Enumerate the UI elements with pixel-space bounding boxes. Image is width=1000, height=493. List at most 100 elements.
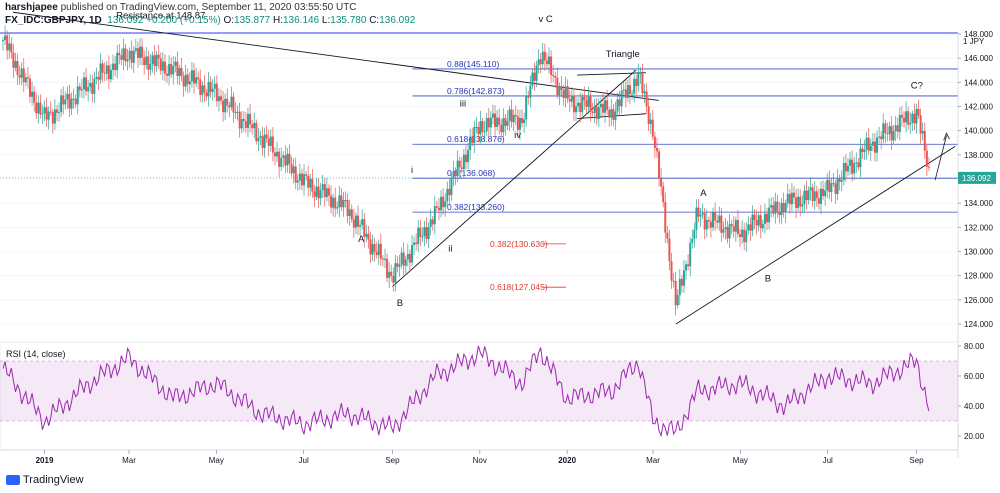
candle-body [377, 243, 380, 256]
fib-level-label: 0.786(142.873) [447, 86, 505, 96]
candle-body [386, 258, 389, 278]
candle-body [6, 35, 9, 51]
candle-body [846, 165, 849, 172]
candle-body [261, 136, 264, 148]
candle-body [921, 130, 924, 134]
candle-body [33, 91, 36, 103]
symbol: FX_IDC:GBPJPY, 1D [5, 15, 102, 26]
candle-body [768, 207, 771, 223]
candle-body [336, 207, 339, 209]
author-name[interactable]: harshjapee [5, 2, 58, 13]
rsi-axis[interactable]: 20.00 40.00 60.00 80.00 [958, 342, 985, 441]
candle-body [878, 136, 881, 138]
candle-body [770, 205, 773, 208]
candle-body [87, 86, 90, 92]
candle-body [670, 261, 673, 281]
candle-body [168, 63, 171, 76]
candle-body [188, 81, 191, 85]
candle-body [525, 95, 528, 120]
candle-body [398, 264, 401, 267]
candle-body [496, 117, 499, 127]
candle-body [278, 151, 281, 167]
candle-body [236, 111, 239, 113]
candle-body [624, 89, 627, 98]
candle-body [828, 179, 831, 193]
candle-body [645, 91, 648, 107]
candle-body [423, 227, 426, 237]
candle-body [469, 136, 472, 151]
candle-body [440, 196, 443, 211]
candle-body [653, 136, 656, 149]
candle-body [838, 179, 841, 182]
candle-body [365, 233, 368, 238]
candle-body [462, 154, 465, 169]
candle-body [226, 98, 229, 106]
candle-body [126, 59, 129, 62]
candle-body [834, 183, 837, 194]
candle-body [575, 106, 577, 113]
candle-body [595, 106, 598, 119]
candle-body [37, 102, 40, 114]
time-tick-label: May [733, 456, 748, 465]
candle-body [832, 183, 835, 185]
candle-body [585, 100, 588, 107]
candle-body [408, 253, 411, 263]
candle-body [882, 123, 885, 140]
candle-body [18, 75, 21, 78]
open-label: O: [223, 15, 235, 26]
price-tick-label: 144.000 [964, 78, 993, 87]
candle-body [718, 215, 721, 223]
candle-body [919, 115, 922, 134]
candle-body [116, 52, 119, 71]
fib-levels: 0.88(145.110) 0.786(142.873) 0.618(138.876… [0, 59, 958, 292]
candle-body [114, 63, 117, 71]
candle-body [614, 111, 617, 120]
candle-body [703, 213, 706, 230]
candle-body [319, 190, 322, 199]
candle-body [591, 111, 594, 113]
candle-body [869, 145, 872, 151]
candle-body [219, 96, 222, 101]
candle-body [174, 61, 177, 66]
candle-body [894, 125, 897, 132]
candle-body [238, 111, 241, 129]
price-axis[interactable]: 1 JPY 124.000 126.000 128.000 130.000 132.000… [957, 30, 996, 458]
open-value: 135.877 [234, 15, 271, 26]
candle-body [620, 90, 623, 107]
candle-body [572, 95, 575, 113]
candle-body [487, 117, 490, 128]
candle-body [662, 186, 665, 203]
candle-body [298, 173, 301, 181]
time-tick-label: Sep [909, 456, 924, 465]
candle-body [404, 259, 407, 266]
candle-body [792, 192, 795, 198]
candle-body [128, 50, 131, 60]
wave-label: Triangle [606, 49, 640, 60]
price-tick-label: 128.000 [964, 272, 993, 281]
time-axis[interactable]: 2019 Mar May Jul Sep Nov 2020 Mar May Jul Sep [0, 449, 958, 465]
candle-body [207, 81, 210, 97]
candle-body [89, 82, 92, 87]
candle-body [543, 51, 546, 61]
candle-body [514, 114, 517, 117]
candle-body [687, 264, 690, 267]
candle-body [134, 48, 137, 51]
candle-body [720, 215, 723, 233]
candle-body [78, 86, 81, 91]
candle-body [504, 118, 507, 126]
candle-body [633, 78, 636, 94]
rsi-tick-label: 80.00 [964, 342, 985, 351]
rsi-title: RSI (14, close) [6, 349, 66, 359]
projection-arrow [934, 135, 947, 181]
candle-body [348, 209, 351, 216]
candle-body [120, 55, 123, 60]
candle-body [830, 183, 833, 193]
candle-body [109, 69, 112, 80]
candle-body [666, 232, 669, 239]
candle-body [12, 52, 15, 68]
candle-body [658, 151, 661, 179]
candle-body [554, 76, 557, 78]
tradingview-logo-icon[interactable] [6, 475, 20, 486]
candle-body [271, 136, 274, 153]
